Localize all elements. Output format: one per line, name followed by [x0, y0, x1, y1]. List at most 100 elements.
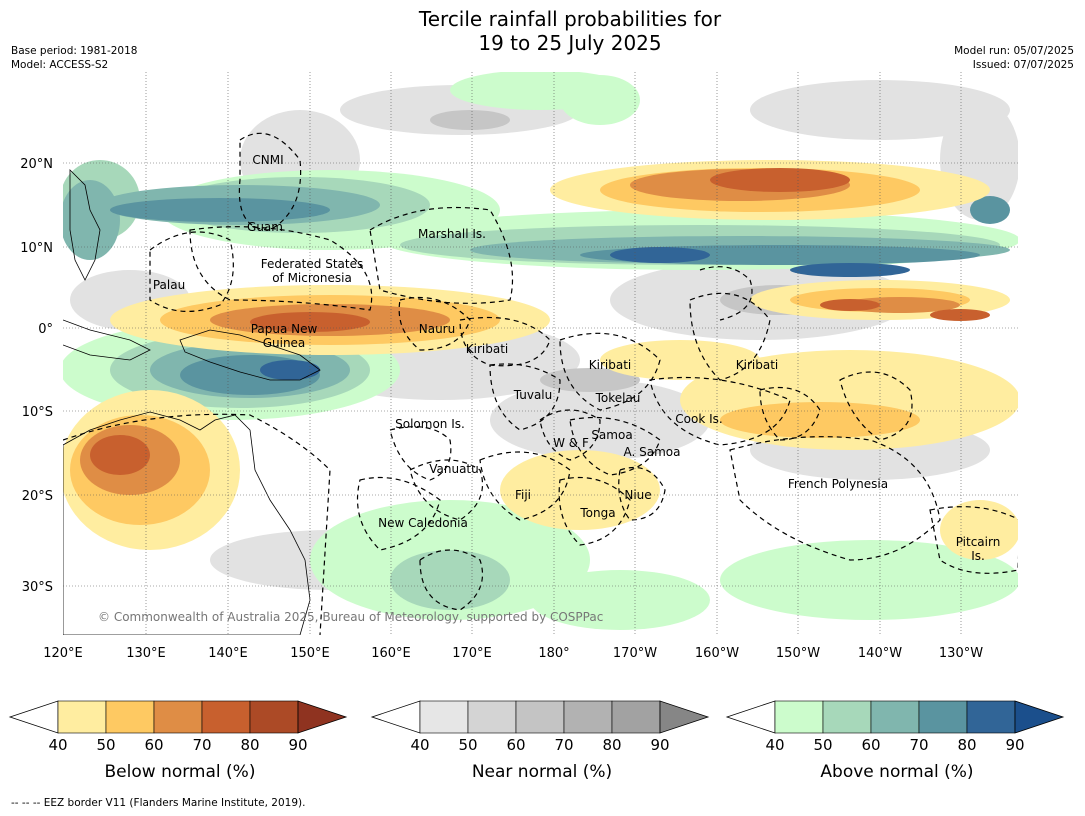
label-png-2: Guinea — [263, 336, 306, 350]
colorbar-tick: 50 — [813, 736, 832, 754]
eez-borders — [63, 132, 1018, 635]
label-nauru: Nauru — [419, 322, 455, 336]
colorbar-low-extend — [8, 700, 59, 734]
colorbar-swatch — [611, 700, 661, 734]
colorbar-swatch — [822, 700, 872, 734]
lon-label: 140°E — [208, 646, 248, 661]
colorbar-swatch — [918, 700, 968, 734]
colorbar-swatch — [201, 700, 251, 734]
colorbar-tick: 60 — [144, 736, 163, 754]
label-tokelau: Tokelau — [595, 391, 641, 405]
lon-label: 160°E — [371, 646, 411, 661]
lon-label: 130°E — [126, 646, 166, 661]
colorbar-below-label: Below normal (%) — [104, 762, 256, 782]
colorbar-high-extend — [1014, 700, 1065, 734]
colorbar-swatch — [870, 700, 920, 734]
colorbar-swatch — [57, 700, 107, 734]
colorbar-swatch — [153, 700, 203, 734]
label-fsm-1: Federated States — [261, 257, 363, 271]
philippines-coast — [69, 169, 101, 281]
base-period: Base period: 1981-2018 — [11, 45, 138, 57]
title-line-1: Tercile rainfall probabilities for — [418, 7, 722, 31]
label-new-caledonia: New Caledonia — [378, 516, 468, 530]
region-labels: CNMI Guam Marshall Is. Palau Federated S… — [153, 153, 1000, 563]
colorbar-below-swatches: 40 50 60 70 80 90 — [8, 700, 348, 754]
lon-label: 150°W — [776, 646, 820, 661]
colorbar-tick: 40 — [48, 736, 67, 754]
colorbar-below-normal: 40 50 60 70 80 90 Below normal (%) — [8, 700, 350, 800]
colorbar-swatch — [774, 700, 824, 734]
colorbar-tick: 90 — [288, 736, 307, 754]
lon-label: 150°E — [290, 646, 330, 661]
lat-label: 20°N — [20, 157, 53, 172]
label-fsm-2: of Micronesia — [272, 271, 352, 285]
colorbar-high-extend — [659, 700, 710, 734]
label-tonga: Tonga — [579, 506, 615, 520]
colorbar-swatch — [105, 700, 155, 734]
eez-legend: -- -- -- EEZ border V11 (Flanders Marine… — [11, 797, 306, 809]
colorbar-tick: 70 — [192, 736, 211, 754]
colorbar-swatch — [419, 700, 469, 734]
lat-label: 30°S — [22, 580, 53, 595]
label-tuvalu: Tuvalu — [513, 388, 553, 402]
colorbar-swatch — [966, 700, 1016, 734]
colorbar-tick: 40 — [765, 736, 784, 754]
lon-label: 140°W — [858, 646, 902, 661]
label-cook: Cook Is. — [675, 412, 722, 426]
colorbar-tick: 80 — [240, 736, 259, 754]
label-kiribati-east: Kiribati — [736, 358, 778, 372]
model-info: Base period: 1981-2018 Model: ACCESS-S2 — [11, 44, 137, 72]
label-samoa: Samoa — [591, 428, 632, 442]
colorbar-tick: 50 — [458, 736, 477, 754]
model-name: Model: ACCESS-S2 — [11, 59, 109, 71]
label-vanuatu: Vanuatu — [429, 462, 479, 476]
longitude-labels: 120°E 130°E 140°E 150°E 160°E 170°E 180°… — [43, 646, 983, 661]
graticule — [63, 72, 1018, 635]
colorbar-near-swatches: 40 50 60 70 80 90 — [370, 700, 710, 754]
run-info: Model run: 05/07/2025 Issued: 07/07/2025 — [954, 44, 1074, 72]
label-cnmi: CNMI — [252, 153, 283, 167]
colorbar-tick: 60 — [861, 736, 880, 754]
label-solomon: Solomon Is. — [395, 417, 465, 431]
latitude-labels: 20°N 10°N 0° 10°S 20°S 30°S — [20, 157, 53, 595]
label-marshall: Marshall Is. — [418, 227, 486, 241]
colorbar-swatch — [249, 700, 299, 734]
colorbar-tick: 50 — [96, 736, 115, 754]
label-kiribati-west: Kiribati — [466, 342, 508, 356]
lat-label: 20°S — [22, 489, 53, 504]
lon-label: 120°E — [43, 646, 83, 661]
colorbar-above-swatches: 40 50 60 70 80 90 — [725, 700, 1065, 754]
lat-label: 10°N — [20, 241, 53, 256]
label-american-samoa: A. Samoa — [624, 445, 681, 459]
probability-shading: CNMI Guam Marshall Is. Palau Federated S… — [63, 72, 1018, 635]
colorbar-tick: 90 — [1005, 736, 1024, 754]
australia-coast — [63, 411, 311, 635]
colorbar-tick: 80 — [957, 736, 976, 754]
colorbar-above-normal: 40 50 60 70 80 90 Above normal (%) — [725, 700, 1067, 800]
issued-date: Issued: 07/07/2025 — [972, 59, 1074, 71]
colorbar-swatch — [563, 700, 613, 734]
label-pitcairn-2: Is. — [971, 549, 985, 563]
copyright-notice: © Commonwealth of Australia 2025, Bureau… — [98, 610, 603, 624]
colorbar-near-normal: 40 50 60 70 80 90 Near normal (%) — [370, 700, 712, 800]
label-pitcairn-1: Pitcairn — [956, 535, 1001, 549]
colorbar-high-extend — [297, 700, 348, 734]
colorbar-low-extend — [370, 700, 421, 734]
label-png-1: Papua New — [251, 322, 318, 336]
probability-map: CNMI Guam Marshall Is. Palau Federated S… — [20, 72, 1018, 661]
lon-label: 170°W — [613, 646, 657, 661]
colorbar-low-extend — [725, 700, 776, 734]
label-guam: Guam — [247, 220, 283, 234]
lat-label: 10°S — [22, 405, 53, 420]
label-french-polynesia: French Polynesia — [788, 477, 888, 491]
colorbar-tick: 60 — [506, 736, 525, 754]
lon-label: 170°E — [452, 646, 492, 661]
label-fiji: Fiji — [515, 488, 531, 502]
colorbar-tick: 70 — [909, 736, 928, 754]
colorbar-tick: 70 — [554, 736, 573, 754]
lon-label: 130°W — [939, 646, 983, 661]
lon-label: 180° — [538, 646, 569, 661]
indonesia-coast — [63, 319, 151, 361]
colorbar-swatch — [515, 700, 565, 734]
colorbar-above-label: Above normal (%) — [820, 762, 974, 782]
